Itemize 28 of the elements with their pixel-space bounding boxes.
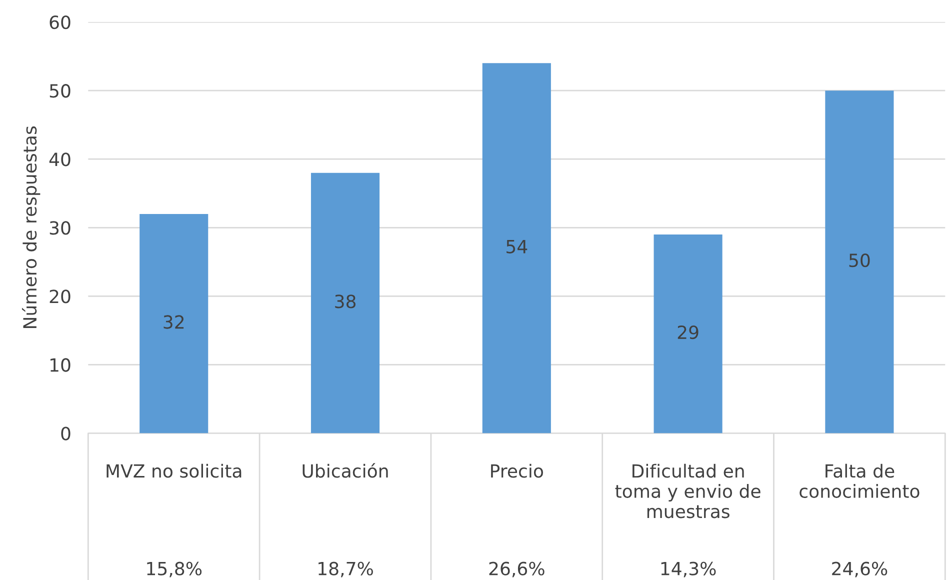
data-label: 29: [678, 325, 698, 340]
text: 15,8%: [147, 562, 202, 578]
y-tick-label: 30: [50, 221, 70, 235]
y-tick-label: 10: [50, 358, 70, 372]
y-tick-label: 20: [50, 290, 70, 304]
data-label: 50: [849, 254, 870, 268]
y-tick-label: 40: [49, 152, 70, 166]
x-tick-label: Dificultad en toma y envio de muestras: [615, 464, 760, 518]
data-label: 54: [506, 240, 528, 254]
text: 26,6%: [489, 562, 544, 578]
y-tick-label: 50: [50, 84, 70, 98]
bar: [140, 214, 208, 434]
x-tick-label: Falta de conocimiento: [800, 464, 920, 498]
text: 14,3%: [661, 562, 716, 578]
bar: [482, 63, 551, 434]
y-tick-label: 0: [61, 426, 70, 440]
y-axis-title: Número de respuestas: [22, 126, 40, 328]
bar: [654, 234, 722, 434]
bar: [310, 172, 380, 434]
text: 24,6%: [832, 562, 888, 578]
data-label: 38: [335, 294, 356, 308]
text: 18,7%: [318, 562, 373, 578]
bar: [825, 90, 894, 434]
y-tick-label: 60: [50, 16, 70, 30]
x-tick-label: Ubicación: [302, 463, 388, 478]
x-tick-label: MVZ no solicita: [106, 464, 242, 478]
x-tick-label: Precio: [491, 464, 544, 478]
data-label: 32: [164, 315, 184, 329]
